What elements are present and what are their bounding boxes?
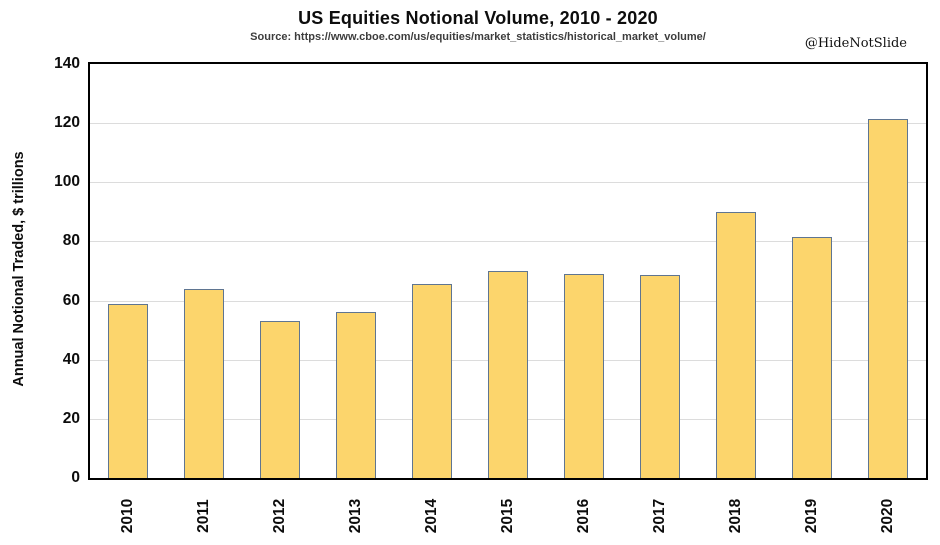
x-tick-label-2017: 2017	[651, 498, 668, 534]
bar-2015	[488, 271, 528, 478]
y-tick-label-0: 0	[71, 469, 80, 486]
x-tick-label-2011: 2011	[195, 499, 212, 533]
bar-2010	[108, 303, 148, 478]
bar-2018	[716, 211, 756, 478]
watermark-handle: @HideNotSlide	[804, 36, 907, 51]
bar-2011	[184, 288, 224, 478]
y-tick-label-120: 120	[54, 114, 80, 132]
y-tick-label-140: 140	[54, 55, 80, 72]
y-axis-tick-labels: 0 20 40 60 80 100 120 140	[0, 0, 80, 545]
y-tick-label-40: 40	[62, 350, 80, 368]
x-tick-label-2020: 2020	[879, 498, 896, 534]
bar-2013	[336, 312, 376, 478]
gridline-100	[90, 182, 926, 184]
y-tick-label-80: 80	[62, 232, 80, 250]
bar-2020	[868, 118, 908, 478]
x-tick-label-2014: 2014	[423, 498, 440, 534]
bar-2016	[564, 273, 604, 478]
x-tick-label-2012: 2012	[271, 498, 288, 534]
plot-area	[88, 62, 928, 480]
y-tick-label-20: 20	[62, 409, 80, 427]
bar-2014	[412, 284, 452, 478]
x-tick-label-2010: 2010	[119, 498, 136, 534]
gridline-120	[90, 123, 926, 125]
x-tick-label-2013: 2013	[347, 498, 364, 534]
y-tick-label-100: 100	[54, 173, 80, 191]
x-tick-label-2016: 2016	[575, 498, 592, 534]
x-tick-label-2015: 2015	[499, 498, 516, 534]
chart-source-subtitle: Source: https://www.cboe.com/us/equities…	[250, 31, 706, 43]
x-tick-label-2019: 2019	[803, 498, 820, 534]
chart-title: US Equities Notional Volume, 2010 - 2020	[298, 8, 658, 28]
x-tick-label-2018: 2018	[727, 498, 744, 534]
bar-2019	[792, 237, 832, 478]
bar-2012	[260, 321, 300, 478]
gridline-80	[90, 241, 926, 243]
bar-2017	[640, 275, 680, 478]
y-tick-label-60: 60	[62, 291, 80, 309]
